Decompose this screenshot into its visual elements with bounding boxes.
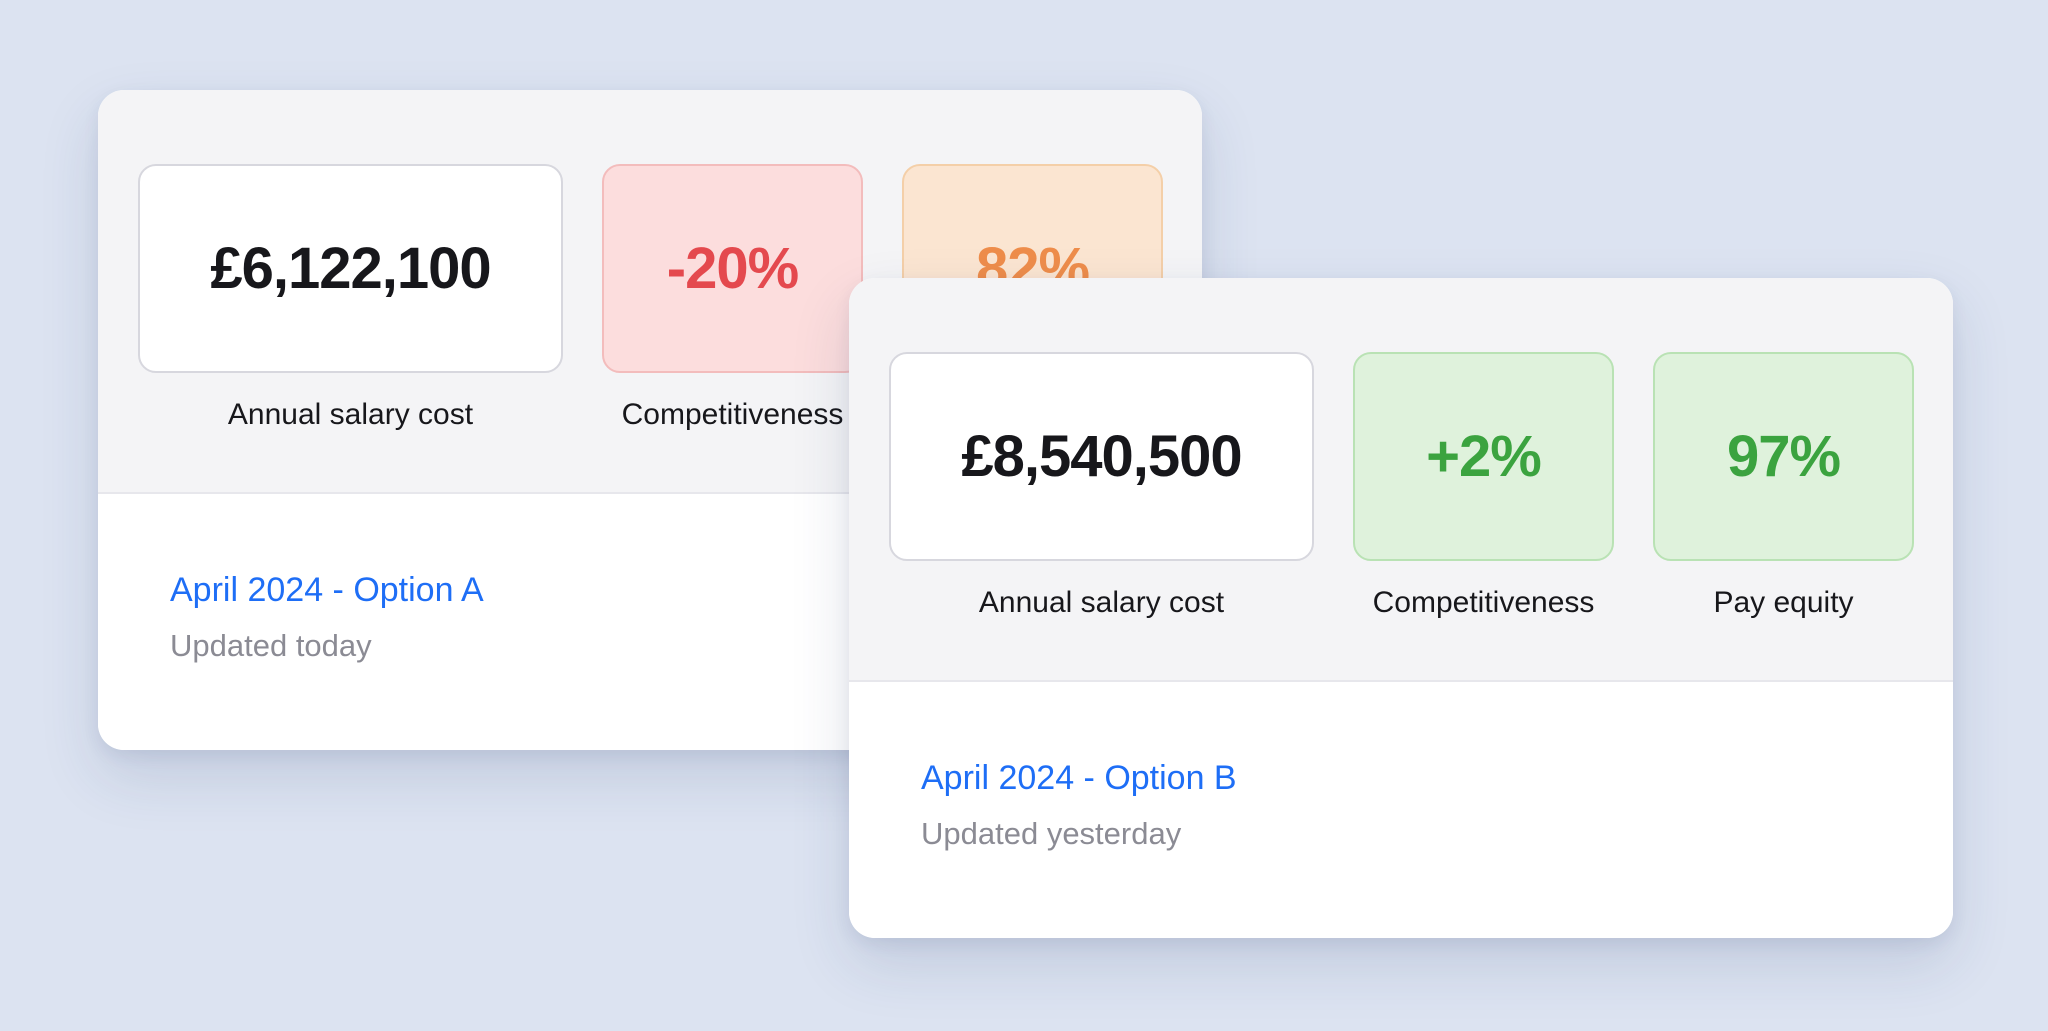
stat-pay-equity: 97% Pay equity [1653,352,1914,680]
annual-salary-cost-tile: £6,122,100 [138,164,563,373]
annual-salary-cost-value: £6,122,100 [210,236,491,301]
stat-annual-salary-cost: £6,122,100 Annual salary cost [138,164,563,492]
competitiveness-label: Competitiveness [621,398,844,431]
pay-equity-tile: 97% [1653,352,1914,561]
option-b-footer: April 2024 - Option B Updated yesterday [849,682,1953,938]
stat-annual-salary-cost: £8,540,500 Annual salary cost [889,352,1314,680]
option-b-updated-status: Updated yesterday [921,816,1182,851]
pay-equity-label: Pay equity [1713,586,1854,619]
option-b-stats-panel: £8,540,500 Annual salary cost +2% Compet… [849,278,1953,682]
competitiveness-value: -20% [666,236,799,301]
annual-salary-cost-label: Annual salary cost [978,586,1225,619]
annual-salary-cost-tile: £8,540,500 [889,352,1314,561]
option-b-card[interactable]: £8,540,500 Annual salary cost +2% Compet… [849,278,1953,938]
stat-competitiveness: -20% Competitiveness [602,164,863,492]
annual-salary-cost-value: £8,540,500 [961,424,1242,489]
stat-competitiveness: +2% Competitiveness [1353,352,1614,680]
option-b-link[interactable]: April 2024 - Option B [921,759,1237,797]
annual-salary-cost-label: Annual salary cost [227,398,474,431]
option-a-link[interactable]: April 2024 - Option A [170,571,484,609]
competitiveness-tile: -20% [602,164,863,373]
competitiveness-label: Competitiveness [1372,586,1595,619]
pay-equity-value: 97% [1726,424,1841,489]
option-a-updated-status: Updated today [170,628,372,663]
competitiveness-value: +2% [1426,424,1542,489]
competitiveness-tile: +2% [1353,352,1614,561]
